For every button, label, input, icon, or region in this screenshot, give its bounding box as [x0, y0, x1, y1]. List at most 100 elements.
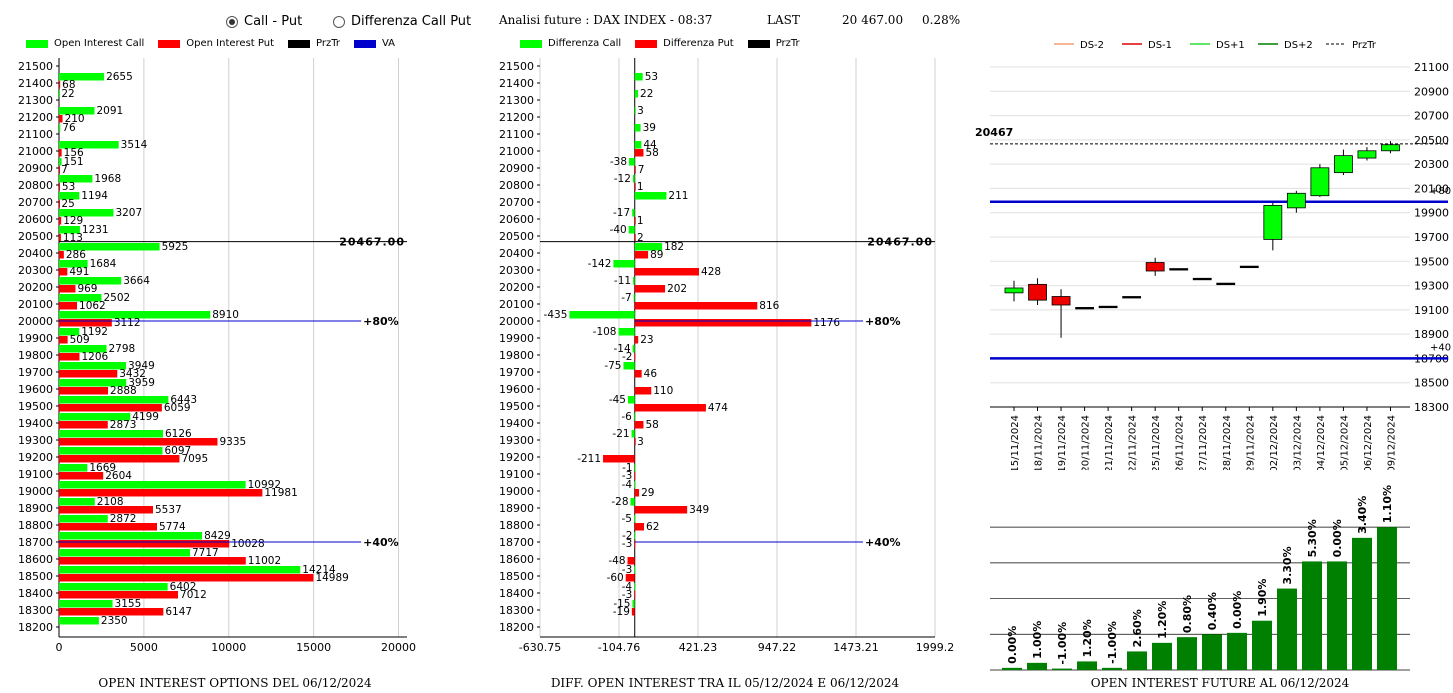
- bar-call: [59, 277, 122, 285]
- call-put-radio[interactable]: Call - Put: [226, 14, 302, 29]
- bar-call: [630, 498, 635, 506]
- legend-label: Differenza Put: [663, 38, 734, 49]
- candle-body: [1122, 296, 1142, 299]
- bar-put: [59, 166, 60, 174]
- y-tick-label: 19700: [499, 366, 534, 379]
- data-label: 11002: [248, 555, 281, 567]
- y-tick-label: 18900: [499, 502, 534, 515]
- top-bar: Call - Put Differenza Call Put Analisi f…: [0, 8, 1453, 34]
- candle-body: [1381, 144, 1400, 152]
- diff-call-put-radio[interactable]: Differenza Call Put: [333, 14, 471, 29]
- legend-label: Differenza Call: [548, 38, 622, 49]
- bar-call: [59, 141, 119, 149]
- bar-call: [629, 158, 635, 166]
- data-label: 53: [645, 71, 658, 83]
- bar-call: [59, 158, 62, 166]
- y-tick-label: 19000: [499, 485, 534, 498]
- data-label: 1669: [89, 462, 116, 474]
- bar-call: [631, 430, 635, 438]
- y-tick-label: 19000: [18, 485, 53, 498]
- data-label: 5774: [159, 521, 186, 533]
- y-tick-label: 21000: [499, 145, 534, 158]
- bar-put: [59, 489, 263, 497]
- bar-put: [59, 472, 104, 480]
- candle-body: [1051, 296, 1071, 306]
- y-tick-label: 19300: [499, 434, 534, 447]
- y-tick-label: 18700: [499, 536, 534, 549]
- data-label: 491: [69, 266, 89, 278]
- data-label: 76: [62, 122, 76, 134]
- legend-middle: Differenza Call Differenza Put PrzTr: [520, 38, 814, 49]
- bar-call: [634, 532, 636, 540]
- data-label: 6059: [164, 402, 191, 414]
- x-tick-label: 21/11/2024: [1104, 415, 1115, 470]
- bar-put: [634, 489, 640, 497]
- x-tick-label: 05/12/2024: [1339, 415, 1350, 470]
- bar-put: [634, 421, 644, 429]
- bar-put: [634, 234, 636, 242]
- oi-bar: [1052, 668, 1072, 670]
- last-change: 0.28%: [922, 13, 961, 27]
- bar-call: [59, 617, 99, 625]
- bar-call: [59, 226, 80, 234]
- data-label: 1231: [82, 224, 109, 236]
- data-label: 2502: [103, 292, 130, 304]
- data-label: -3: [622, 538, 632, 550]
- data-label: 14989: [315, 572, 348, 584]
- candle-body: [1075, 307, 1094, 310]
- legend-item: Open Interest Call: [26, 38, 144, 49]
- y-tick-label: 18300: [1414, 401, 1449, 414]
- bar-put: [634, 523, 645, 531]
- data-label: 211: [668, 190, 688, 202]
- data-label: 5537: [155, 504, 182, 516]
- bar-put: [59, 523, 158, 531]
- data-label: 58: [645, 147, 658, 159]
- data-label: 428: [701, 266, 721, 278]
- oi-bar: [1027, 662, 1047, 670]
- data-label: 202: [667, 283, 687, 295]
- bar-call: [59, 481, 246, 489]
- bar-call: [633, 413, 635, 421]
- data-label: 2872: [110, 513, 137, 525]
- data-label: -11: [614, 275, 631, 287]
- bar-call: [59, 566, 301, 574]
- data-label: -45: [609, 394, 626, 406]
- bar-put: [59, 404, 162, 412]
- bar-call: [59, 260, 88, 268]
- data-label: 6097: [165, 445, 192, 457]
- bar-label: -1.00%: [1056, 622, 1069, 665]
- y-tick-label: 20600: [18, 213, 53, 226]
- data-label: -108: [593, 326, 617, 338]
- data-label: 1684: [90, 258, 117, 270]
- legend-label: DS+1: [1216, 40, 1245, 51]
- bar-call: [59, 90, 60, 98]
- legend-swatch: [288, 39, 310, 48]
- bar-call: [634, 583, 636, 591]
- bar-put: [634, 387, 652, 395]
- y-tick-label: 20000: [18, 315, 53, 328]
- prztr-label: 20467.00: [867, 236, 933, 249]
- legend-label: DS+2: [1284, 40, 1313, 51]
- y-tick-label: 20100: [499, 298, 534, 311]
- x-tick-label: 22/11/2024: [1128, 415, 1139, 470]
- data-label: 1192: [81, 326, 108, 338]
- bar-put: [59, 353, 80, 361]
- data-label: 3: [637, 436, 644, 448]
- data-label: 46: [644, 368, 658, 380]
- data-label: 3432: [119, 368, 146, 380]
- bar-call: [59, 328, 80, 336]
- bar-call: [59, 107, 95, 115]
- legend-item: VA: [353, 38, 395, 49]
- bar-put: [634, 285, 666, 293]
- x-tick-label: 0: [56, 641, 63, 654]
- data-label: -15: [613, 598, 630, 610]
- bar-call: [633, 515, 635, 523]
- bar-label: 1.90%: [1256, 579, 1269, 617]
- bar-label: 3.30%: [1281, 546, 1294, 584]
- bar-call: [59, 175, 93, 183]
- bar-call: [59, 532, 203, 540]
- data-label: 8910: [212, 309, 239, 321]
- bar-put: [634, 472, 636, 480]
- bar-put: [634, 438, 636, 446]
- y-tick-label: 20900: [18, 162, 53, 175]
